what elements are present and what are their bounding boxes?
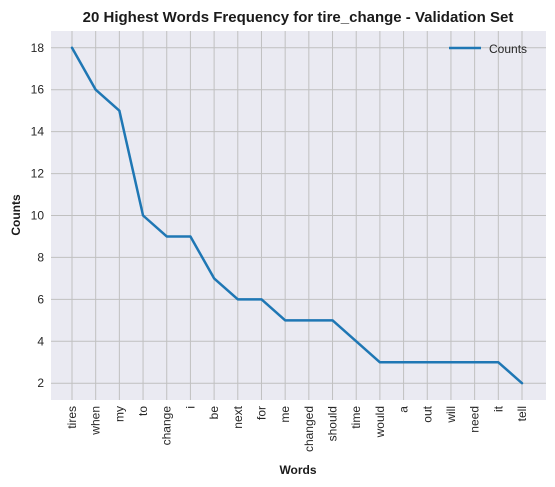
x-axis-label: Words	[279, 463, 316, 477]
x-tick-label: out	[420, 405, 434, 422]
y-axis-label: Counts	[9, 194, 23, 236]
x-tick-label: to	[136, 406, 150, 416]
series-line-group	[70, 46, 524, 385]
x-tick-label: when	[89, 406, 103, 436]
x-tick-label: need	[468, 406, 482, 433]
x-tick-label: change	[160, 406, 174, 446]
x-tick-label: for	[254, 406, 268, 420]
y-tick-label: 16	[31, 83, 45, 97]
legend-label: Counts	[489, 42, 527, 56]
y-tick-label: 8	[37, 250, 44, 264]
y-tick-label: 14	[31, 125, 45, 139]
x-tick-label: tell	[515, 406, 529, 421]
y-tick-label: 12	[31, 167, 45, 181]
x-tick-label: i	[183, 406, 197, 409]
y-tick-label: 18	[31, 41, 45, 55]
x-ticks: tires when my to change i be next for me changed sh…	[65, 405, 529, 452]
x-tick-label: will	[444, 406, 458, 424]
chart-title: 20 Highest Words Frequency for tire_chan…	[83, 9, 514, 26]
y-tick-label: 4	[37, 334, 44, 348]
x-tick-label: tires	[65, 406, 79, 429]
grid	[51, 31, 546, 400]
x-tick-label: me	[278, 406, 292, 423]
legend: Counts	[449, 42, 527, 56]
x-tick-label: should	[326, 406, 340, 441]
x-tick-label: would	[373, 406, 387, 438]
y-tick-label: 6	[37, 292, 44, 306]
y-ticks: 2 4 6 8 10 12 14 16 18	[31, 41, 45, 390]
x-tick-label: my	[112, 406, 126, 422]
x-tick-label: time	[349, 406, 363, 429]
x-tick-label: it	[491, 405, 505, 412]
y-tick-label: 2	[37, 376, 44, 390]
y-tick-label: 10	[31, 209, 45, 223]
x-tick-label: a	[397, 406, 411, 413]
x-tick-label: changed	[302, 406, 316, 452]
x-tick-label: next	[231, 405, 245, 428]
x-tick-label: be	[207, 406, 221, 420]
series-line-counts	[70, 46, 524, 385]
